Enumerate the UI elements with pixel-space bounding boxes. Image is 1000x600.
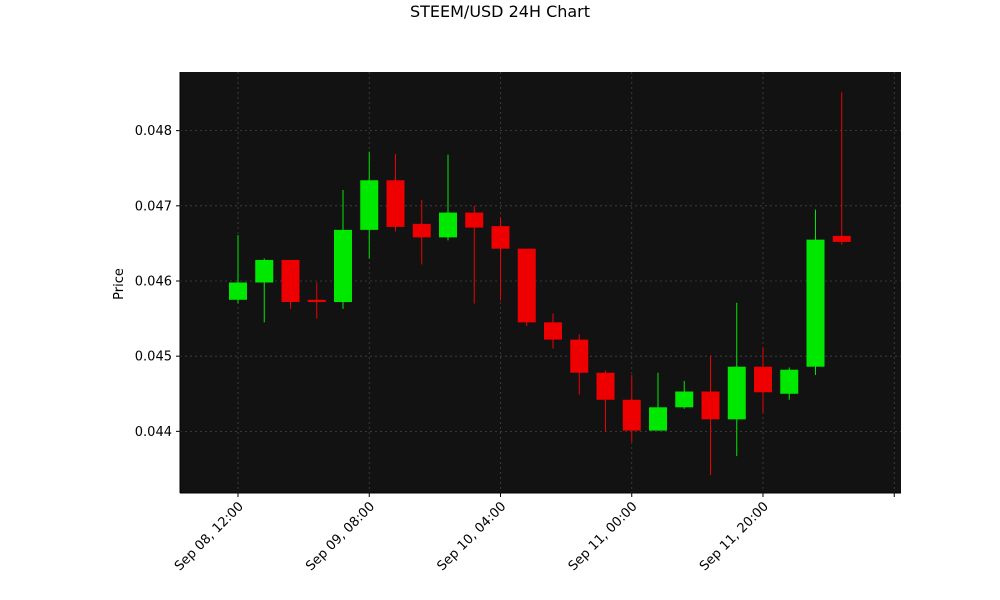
candle-up	[675, 380, 694, 409]
candle-body	[465, 212, 484, 228]
candle-up	[334, 190, 352, 309]
y-axis: 0.044 0.045 0.046 0.047 0.048	[135, 124, 180, 440]
candle-down	[465, 205, 484, 304]
candle-body	[255, 259, 274, 283]
candle-body	[281, 259, 300, 303]
candle-down	[701, 355, 720, 475]
candle-up	[806, 209, 825, 375]
y-tick-label: 0.048	[135, 124, 172, 139]
candle-up	[780, 367, 799, 400]
y-tick-label: 0.044	[135, 425, 172, 440]
candle-body	[360, 180, 379, 230]
x-tick-label: Sep 11, 00:00	[566, 499, 641, 574]
grid	[180, 72, 901, 493]
candle-body	[412, 223, 431, 238]
candle-body	[675, 391, 694, 408]
y-axis-label: Price	[112, 268, 127, 300]
candle-up	[727, 302, 746, 457]
candle-down	[491, 217, 510, 301]
candle-up	[360, 151, 379, 259]
candle-body	[727, 366, 746, 420]
y-tick-label: 0.047	[135, 199, 172, 214]
candle-down	[570, 334, 589, 395]
candle-body	[517, 248, 536, 323]
candle-body	[544, 322, 562, 340]
x-tick-label: Sep 09, 08:00	[303, 499, 378, 574]
candle-down	[596, 370, 615, 433]
candles	[229, 92, 851, 475]
candle-body	[780, 369, 799, 394]
candle-down	[544, 313, 562, 349]
candle-up	[229, 235, 247, 304]
candle-body	[307, 299, 326, 303]
plot-area	[180, 72, 901, 493]
candle-down	[307, 282, 326, 319]
candle-body	[334, 229, 352, 303]
candle-down	[281, 259, 300, 309]
candle-body	[622, 399, 641, 431]
candle-down	[517, 248, 536, 327]
candle-body	[229, 282, 247, 300]
x-axis: Sep 08, 12:00 Sep 09, 08:00 Sep 10, 04:00 S…	[172, 493, 895, 574]
candle-down	[832, 92, 851, 245]
candle-body	[754, 366, 772, 393]
candle-up	[255, 258, 274, 323]
candle-down	[622, 374, 641, 442]
candle-body	[832, 235, 851, 242]
candle-body	[806, 239, 825, 367]
x-tick-label: Sep 08, 12:00	[172, 499, 247, 574]
chart-title: STEEM/USD 24H Chart	[410, 2, 590, 21]
candle-down	[754, 347, 772, 414]
candle-body	[386, 180, 405, 227]
candle-body	[439, 212, 457, 238]
candle-body	[596, 372, 615, 400]
candle-up	[439, 154, 457, 241]
candle-body	[649, 407, 667, 431]
x-tick-label: Sep 10, 04:00	[434, 499, 509, 574]
y-tick-label: 0.046	[135, 274, 172, 289]
x-tick-label: Sep 11, 20:00	[697, 499, 772, 574]
candle-up	[649, 372, 667, 431]
candle-body	[491, 226, 510, 249]
candle-body	[570, 339, 589, 373]
candle-down	[412, 199, 431, 265]
candle-down	[386, 153, 405, 232]
candle-body	[701, 391, 720, 420]
y-tick-label: 0.045	[135, 350, 172, 365]
